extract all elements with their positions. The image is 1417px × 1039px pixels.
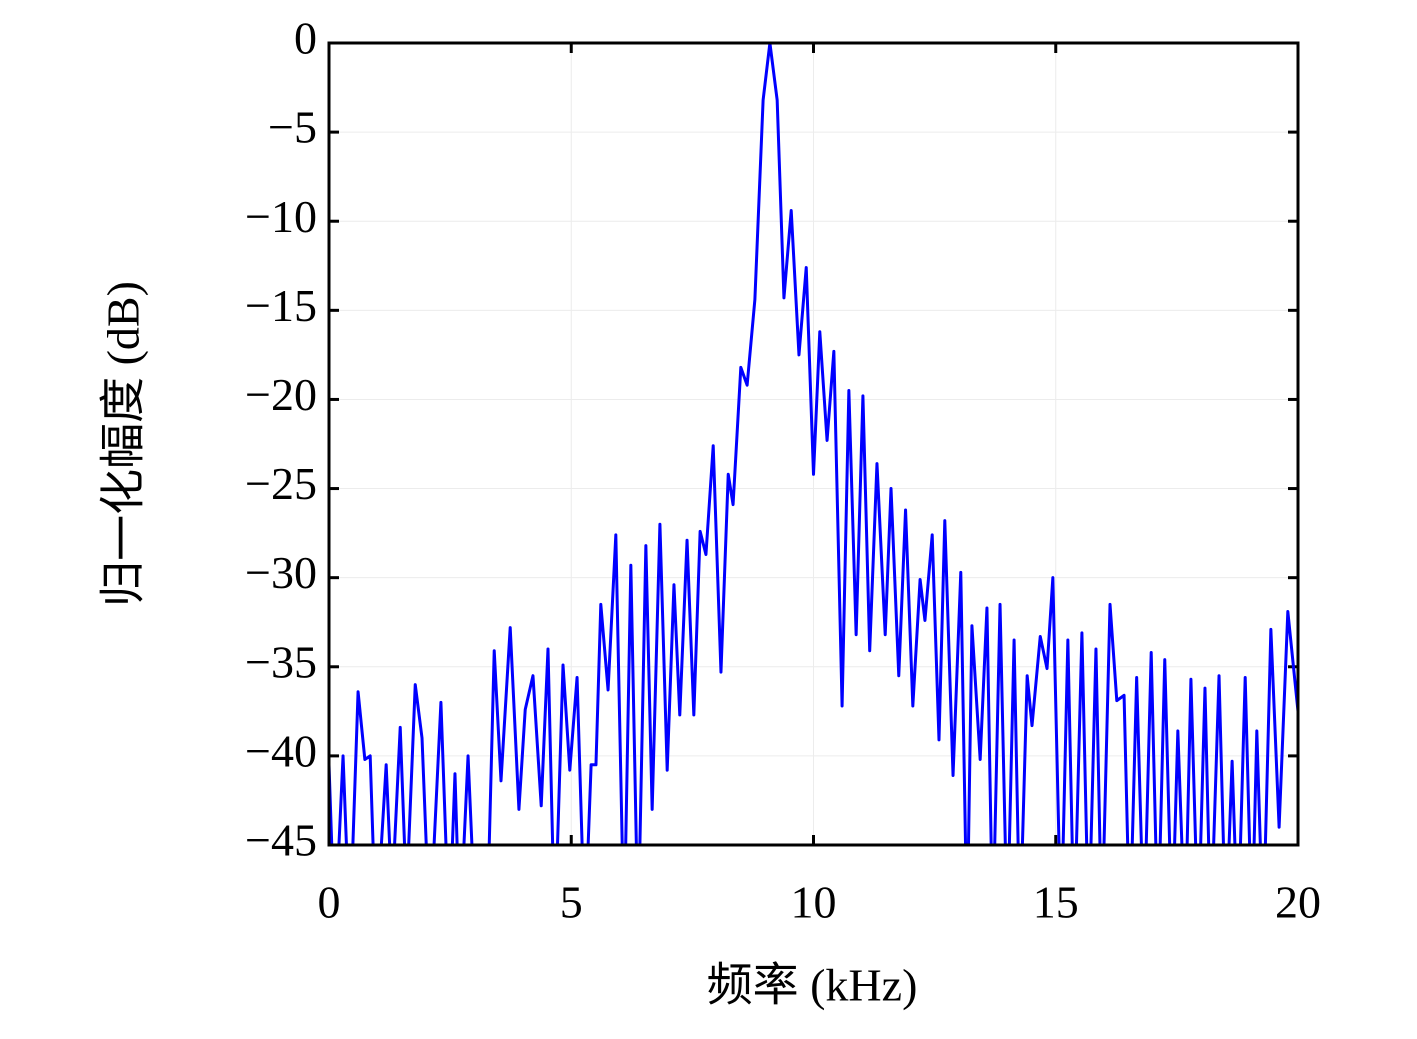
x-tick-label: 10 [791, 877, 837, 928]
y-tick-label: −5 [268, 102, 317, 153]
y-tick-label: −20 [245, 369, 317, 420]
spectrum-line [329, 43, 1298, 845]
plot-frame [327, 41, 1300, 847]
y-tick-label: −30 [245, 547, 317, 598]
y-tick-label: −15 [245, 280, 317, 331]
y-tick-label: −10 [245, 191, 317, 242]
y-tick-label: −45 [245, 815, 317, 866]
x-tick-label: 0 [318, 877, 341, 928]
x-tick-label: 20 [1275, 877, 1321, 928]
x-tick-label: 15 [1033, 877, 1079, 928]
y-tick-label: −35 [245, 636, 317, 687]
y-tick-label: 0 [294, 13, 317, 64]
y-axis-label: 归一化幅度 (dB) [98, 281, 149, 607]
x-axis-label: 频率 (kHz) [707, 960, 918, 1011]
y-tick-label: −25 [245, 458, 317, 509]
x-tick-label: 5 [560, 877, 583, 928]
y-tick-label: −40 [245, 725, 317, 776]
